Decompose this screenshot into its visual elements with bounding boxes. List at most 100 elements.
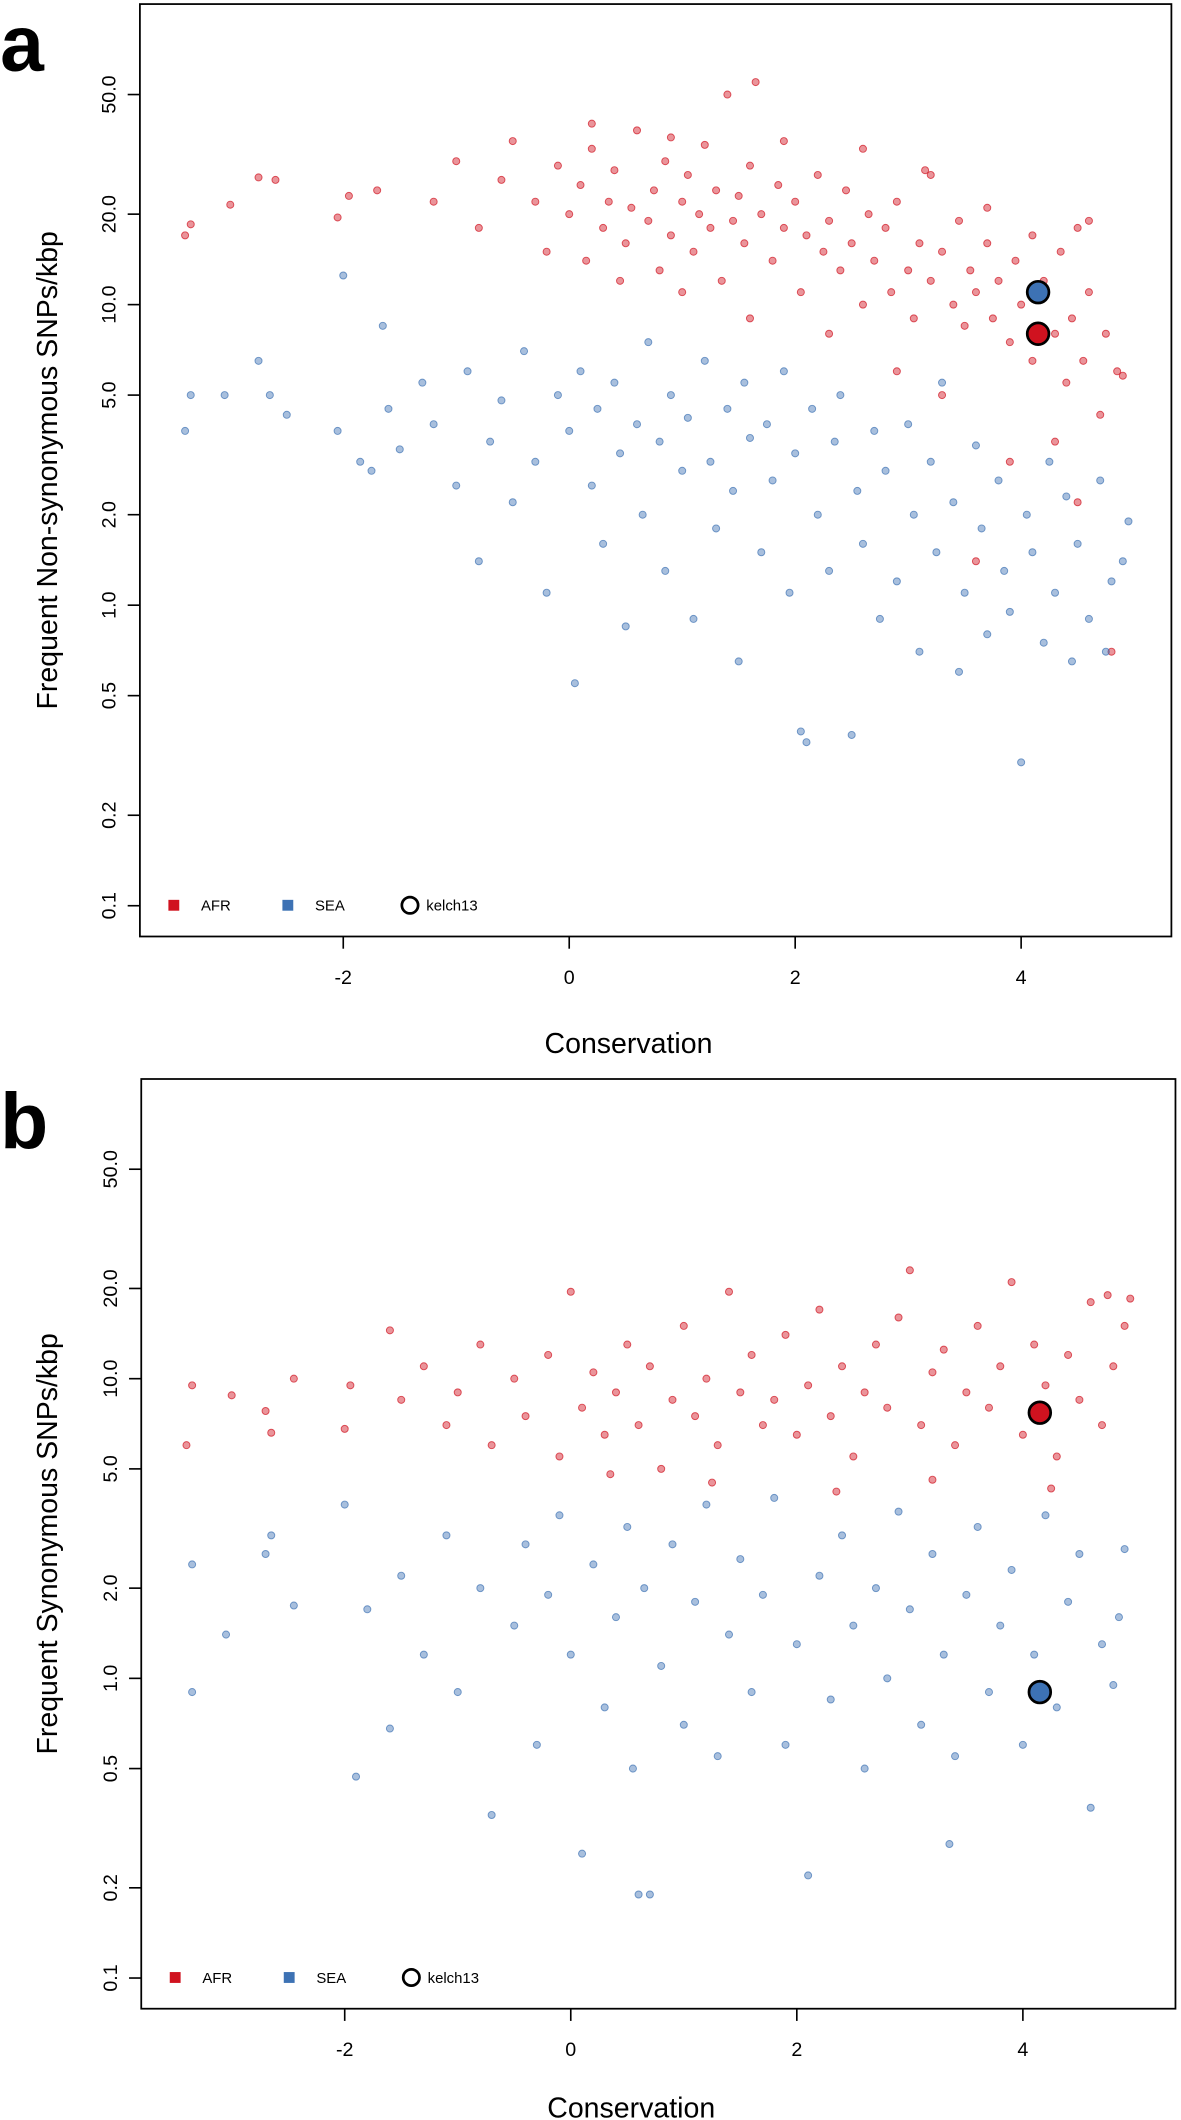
point-sea [825, 566, 834, 575]
legend-label: kelch13 [428, 1970, 479, 1987]
point-sea [762, 420, 771, 429]
point-afr [587, 144, 596, 153]
point-sea [521, 1540, 530, 1549]
point-sea [181, 426, 190, 435]
point-afr [621, 239, 630, 248]
legend-swatch-sea [283, 1972, 295, 1983]
point-sea [1005, 607, 1014, 616]
point-sea [289, 1601, 298, 1610]
point-afr [768, 256, 777, 265]
series-sea [188, 1493, 1129, 1899]
y-tick-label: 0.1 [100, 1964, 122, 1991]
point-afr [649, 186, 658, 195]
point-sea [679, 1720, 688, 1729]
point-afr [373, 186, 382, 195]
point-sea [418, 378, 427, 387]
point-sea [220, 391, 229, 400]
legend-label: SEA [316, 1970, 346, 1987]
point-afr [1096, 410, 1105, 419]
legend-kelch13-circle [400, 895, 420, 915]
point-afr [1011, 256, 1020, 265]
point-sea [1030, 1650, 1039, 1659]
point-afr [779, 223, 788, 232]
point-afr [565, 210, 574, 219]
legend-label: SEA [315, 898, 345, 915]
point-afr [661, 157, 670, 166]
point-afr [340, 1424, 349, 1433]
point-sea [1018, 1740, 1027, 1749]
point-sea [734, 657, 743, 666]
point-sea [847, 730, 856, 739]
point-sea [188, 1560, 197, 1569]
point-afr [683, 170, 692, 179]
point-sea [894, 1507, 903, 1516]
point-sea [261, 1549, 270, 1558]
y-tick-label: 50.0 [98, 75, 120, 113]
point-afr [713, 1441, 722, 1450]
point-sea [487, 1810, 496, 1819]
point-sea [510, 1621, 519, 1630]
point-sea [792, 1640, 801, 1649]
y-tick-label: 10.0 [98, 285, 120, 323]
point-afr [1017, 300, 1026, 309]
point-sea [858, 539, 867, 548]
point-afr [385, 1326, 394, 1335]
point-afr [599, 223, 608, 232]
point-afr [634, 1421, 643, 1430]
point-afr [1047, 1484, 1056, 1493]
point-sea [532, 1740, 541, 1749]
point-sea [770, 1493, 779, 1502]
point-sea [838, 1531, 847, 1540]
point-afr [842, 186, 851, 195]
point-sea [830, 437, 839, 446]
point-afr [1005, 457, 1014, 466]
point-sea [188, 1688, 197, 1697]
point-afr [983, 239, 992, 248]
point-afr [1073, 498, 1082, 507]
point-sea [1107, 577, 1116, 586]
series-sea [181, 271, 1133, 767]
point-afr [429, 197, 438, 206]
point-afr [984, 1403, 993, 1412]
point-afr [917, 1421, 926, 1430]
point-afr [951, 1441, 960, 1450]
point-afr [938, 247, 947, 256]
point-sea [1062, 492, 1071, 501]
point-sea [932, 548, 941, 557]
point-afr [734, 191, 743, 200]
point-sea [593, 404, 602, 413]
point-sea [706, 457, 715, 466]
point-afr [774, 181, 783, 190]
point-afr [623, 1340, 632, 1349]
point-afr [870, 256, 879, 265]
y-tick-label: 5.0 [100, 1455, 122, 1482]
point-afr [966, 266, 975, 275]
point-afr [1064, 1350, 1073, 1359]
point-sea [802, 738, 811, 747]
point-afr [419, 1362, 428, 1371]
point-sea [702, 1500, 711, 1509]
point-afr [792, 1430, 801, 1439]
point-sea [474, 557, 483, 566]
point-sea [939, 1650, 948, 1659]
point-sea [587, 481, 596, 490]
point-sea [804, 1871, 813, 1880]
point-sea [909, 510, 918, 519]
point-afr [226, 200, 235, 209]
point-sea [339, 271, 348, 280]
point-afr [666, 133, 675, 142]
point-sea [723, 404, 732, 413]
point-sea [1017, 758, 1026, 767]
point-sea [367, 466, 376, 475]
point-afr [949, 300, 958, 309]
point-afr [1052, 1452, 1061, 1461]
point-afr [616, 276, 625, 285]
plot-frame [139, 3, 1173, 938]
point-afr [883, 1403, 892, 1412]
point-afr [261, 1407, 270, 1416]
point-sea [566, 1650, 575, 1659]
point-sea [757, 548, 766, 557]
point-sea [531, 457, 540, 466]
point-afr [939, 1345, 948, 1354]
point-afr [915, 239, 924, 248]
